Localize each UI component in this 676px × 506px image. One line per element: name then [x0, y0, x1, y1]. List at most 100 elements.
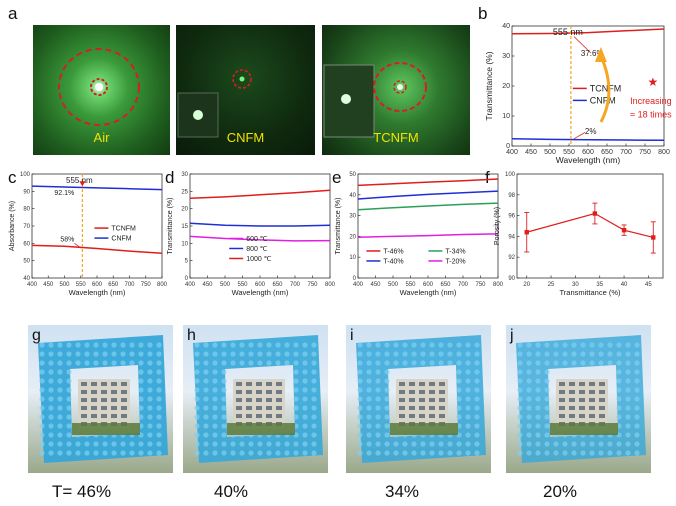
annot-bottom-b: 2% [585, 127, 597, 136]
photo-g [28, 325, 173, 473]
x-tick-label-c-4: 600 [92, 282, 103, 288]
panel-label-e: e [332, 168, 342, 187]
x-tick-label-e-2: 500 [388, 282, 399, 288]
legend-label-e-3: T-20% [445, 258, 465, 265]
caption-cnfm: CNFM [226, 130, 265, 145]
x-tick-label-c-6: 700 [124, 282, 135, 288]
legend-label-c-0: TCNFM [111, 226, 136, 233]
photo-j [506, 325, 651, 473]
y-tick-label-e-5: 50 [349, 172, 356, 178]
air-beam-rings [58, 48, 140, 126]
y-tick-label-e-1: 10 [349, 255, 356, 261]
annot-increase-2: ≈ 18 times [630, 110, 672, 120]
plot-frame-e [357, 173, 499, 279]
chart-f: 20 25 30 35 40 45 90 92 94 96 98 100 Transmittance (… [494, 172, 664, 297]
panel-label-a: a [8, 4, 18, 23]
series-line-d-0 [189, 235, 331, 242]
series-line-f-0 [526, 212, 654, 239]
x-tick-label-d-0: 400 [185, 282, 196, 288]
x-tick-label-b-7: 750 [639, 149, 651, 156]
plot-frame-f [516, 173, 664, 279]
series-line-b-1 [511, 138, 665, 142]
x-tick-label-b-8: 800 [658, 149, 670, 156]
series-line-e-2 [357, 202, 499, 211]
y-tick-label-c-0: 40 [23, 276, 30, 282]
y-tick-label-c-5: 90 [23, 189, 30, 195]
y-tick-label-f-3: 96 [508, 214, 515, 220]
y-tick-label-d-0: 0 [185, 276, 189, 282]
star-icon: ★ [648, 75, 659, 89]
x-tick-label-e-3: 550 [405, 282, 416, 288]
cnfm-beam-rings [177, 69, 252, 138]
caption-air: Air [93, 130, 110, 145]
x-tick-label-d-7: 750 [307, 282, 318, 288]
series-line-e-1 [357, 190, 499, 200]
x-axis-label-f: Transmittance (%) [560, 288, 621, 297]
data-point-2 [621, 227, 627, 233]
x-tick-label-b-0: 400 [506, 149, 518, 156]
x-tick-label-e-1: 450 [370, 282, 381, 288]
series-line-c-1 [31, 185, 163, 191]
x-axis-label-c: Wavelength (nm) [69, 288, 126, 297]
chart-c: 400 450 500 550 600 650 700 750 800 40 50 60 70 80 90 1… [9, 172, 168, 297]
x-tick-label-f-0: 20 [523, 282, 530, 288]
y-tick-label-c-3: 70 [23, 224, 30, 230]
x-axis-label-e: Wavelength (nm) [400, 288, 457, 297]
legend-label-e-2: T-34% [445, 248, 465, 255]
x-tick-label-f-2: 30 [572, 282, 579, 288]
y-tick-label-c-2: 60 [23, 241, 30, 247]
x-tick-label-b-2: 500 [544, 149, 556, 156]
y-tick-label-f-0: 90 [508, 276, 515, 282]
annot-top-c: 92.1% [54, 190, 74, 197]
x-tick-label-e-8: 800 [493, 282, 504, 288]
photo-air: Air [33, 25, 170, 155]
marker-label-b: 555 nm [553, 27, 583, 37]
arrow-top-c [79, 181, 86, 187]
series-line-e-0 [357, 178, 499, 187]
x-tick-label-e-4: 600 [423, 282, 434, 288]
x-tick-label-f-5: 45 [645, 282, 652, 288]
y-axis-label-d: Transmittance (%) [167, 198, 174, 255]
legend-label-d-0: 600 ℃ [246, 236, 268, 243]
chart-d: 400 450 500 550 600 650 700 750 800 0 5 10 15 20 25 30 W… [167, 172, 336, 297]
legend-label-b-0: TCNFM [590, 84, 622, 94]
x-tick-label-d-8: 800 [325, 282, 336, 288]
panel-label-j: j [510, 327, 514, 344]
y-tick-label-b-4: 40 [502, 23, 510, 30]
y-tick-label-d-1: 5 [185, 259, 189, 265]
y-axis-label-e: Transmittance (%) [335, 198, 342, 255]
x-tick-label-c-7: 750 [141, 282, 152, 288]
y-axis-label-c: Absorbance (%) [9, 201, 16, 251]
legend-label-d-2: 1000 ℃ [246, 256, 272, 263]
photo-h [183, 325, 328, 473]
y-tick-label-d-5: 25 [181, 189, 188, 195]
y-tick-label-c-6: 100 [20, 172, 31, 178]
legend-label-d-1: 800 ℃ [246, 246, 268, 253]
y-tick-label-e-4: 40 [349, 193, 356, 199]
series-line-e-3 [357, 233, 499, 238]
x-tick-label-d-6: 700 [290, 282, 301, 288]
x-axis-label-b: Wavelength (nm) [556, 155, 621, 165]
legend-label-e-0: T-46% [383, 248, 403, 255]
photo-scene-j [516, 335, 646, 463]
data-point-1 [592, 211, 598, 216]
x-tick-label-d-4: 600 [255, 282, 266, 288]
y-tick-label-e-2: 20 [349, 234, 356, 240]
x-tick-label-f-1: 25 [548, 282, 555, 288]
y-tick-label-b-3: 30 [502, 53, 510, 60]
panel-label-c: c [8, 168, 17, 187]
chart-e: 400 450 500 550 600 650 700 750 800 0 10 20 30 40 50 Wa… [335, 172, 504, 297]
legend-label-c-1: CNFM [111, 236, 131, 243]
annot-increase-1: Increasing [630, 96, 672, 106]
y-tick-label-e-0: 0 [353, 276, 357, 282]
y-tick-label-d-4: 20 [181, 207, 188, 213]
caption-i: 34% [385, 482, 420, 501]
y-tick-label-f-5: 100 [505, 172, 516, 178]
arrow-top-b [573, 36, 592, 54]
x-tick-label-f-4: 40 [621, 282, 628, 288]
panel-label-h: h [187, 327, 196, 344]
x-axis-label-d: Wavelength (nm) [232, 288, 289, 297]
x-tick-label-b-5: 650 [601, 149, 613, 156]
y-tick-label-d-6: 30 [181, 172, 188, 178]
photo-i [346, 325, 491, 473]
